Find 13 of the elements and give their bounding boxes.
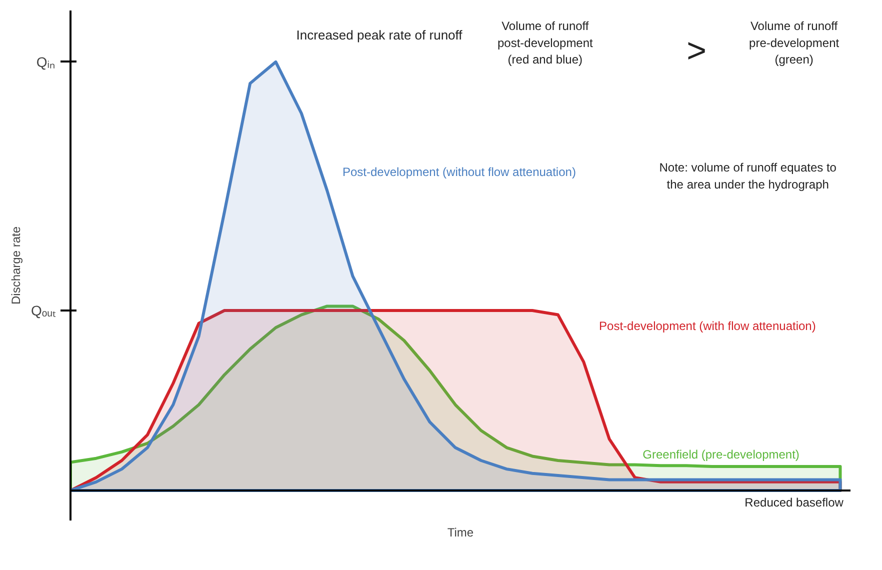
text: Reduced baseflow <box>744 496 844 510</box>
y-axis-title: Discharge rate <box>8 226 23 305</box>
text: Increased peak rate of runoff <box>296 28 463 43</box>
annotation: Note: volume of runoff equates to the area under the hydrograph <box>659 160 837 192</box>
annotation: Volume of runoff pre-development (green) <box>749 19 840 67</box>
text: Post-development (with flow attenuation) <box>599 319 816 334</box>
series-label: Post-development (without flow attenuation) <box>342 164 576 179</box>
text: Qᵢₙ <box>36 54 56 70</box>
annotation: Volume of runoff post-development (red and blue) <box>497 19 594 67</box>
series-label: Greenfield (pre-development) <box>642 448 800 462</box>
x-axis-title: Time <box>447 526 474 540</box>
text: Qₒᵤₜ <box>30 302 56 318</box>
annotation: > <box>686 32 706 70</box>
